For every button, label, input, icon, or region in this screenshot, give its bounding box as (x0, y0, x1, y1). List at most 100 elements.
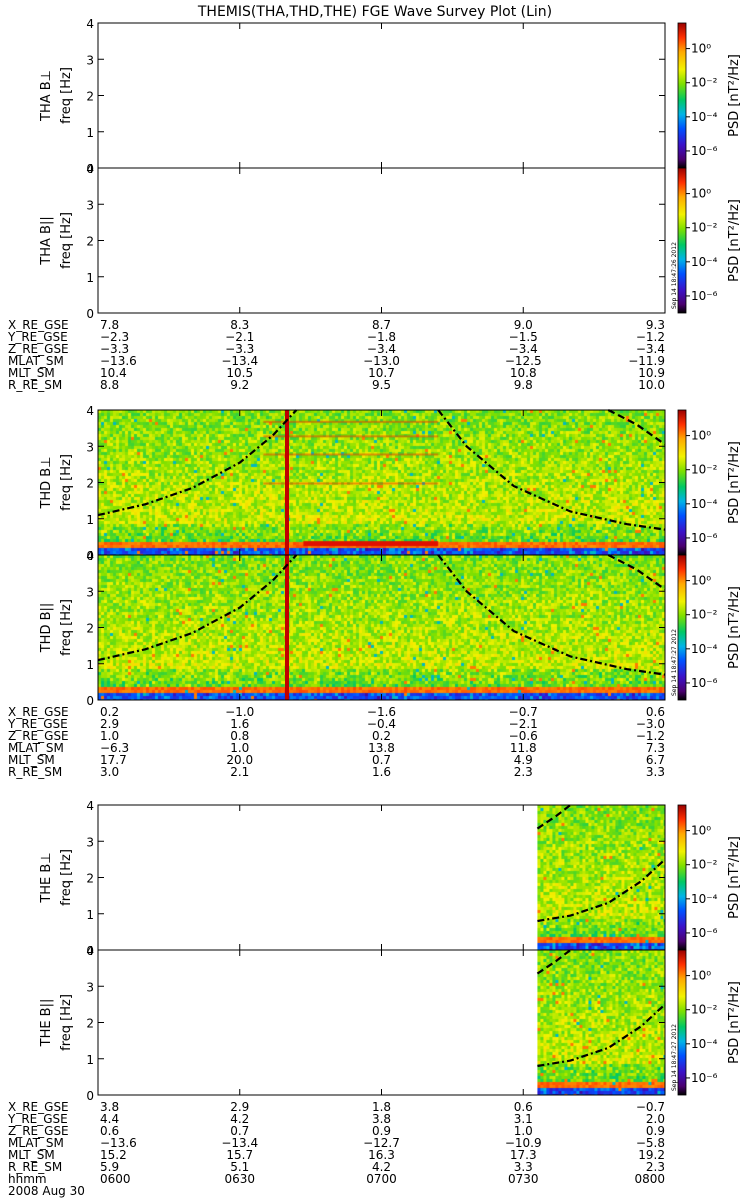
colorbar-tick-label: 10⁰ (691, 187, 711, 201)
panel-thd-par: 0 1 2 3 4 THD B|| freq [Hz] 10⁰ 10⁻² 10⁻⁴ 10⁻⁶ PSD … (39, 549, 742, 708)
ephemeris-name: MLT_SM (8, 366, 55, 380)
colorbar (677, 409, 687, 556)
colorbar-tick-label: 10⁰ (691, 574, 711, 588)
ephemeris-value: 9.5 (372, 378, 391, 392)
freq-tick-label: 3 (86, 198, 94, 212)
colorbar (677, 167, 687, 314)
ephemeris-value: 2.1 (230, 765, 249, 779)
spectrogram-image (98, 555, 665, 700)
ephemeris-value: 0.8 (230, 729, 249, 743)
ephemeris-name: Z_RE_GSE (8, 1124, 69, 1138)
freq-tick-label: 3 (86, 53, 94, 67)
ephemeris-value: 1.8 (372, 1100, 391, 1114)
time-tick-label: 0630 (224, 1172, 255, 1186)
freq-tick-label: 2 (86, 872, 94, 886)
ephemeris-value: −5.8 (636, 1136, 665, 1150)
time-tick-label: 0600 (100, 1172, 131, 1186)
colorbar-tick-label: 10⁰ (691, 429, 711, 443)
ephemeris-value: −1.8 (367, 330, 396, 344)
ephemeris-value: 1.0 (514, 1124, 533, 1138)
ephemeris-value: 4.2 (372, 1160, 391, 1174)
ephemeris-name: MLAT_SM (8, 354, 64, 368)
ephemeris-value: −13.4 (221, 354, 258, 368)
ephemeris-value: −13.6 (100, 354, 137, 368)
ephemeris-value: 11.8 (510, 741, 537, 755)
ephemeris-value: −2.1 (225, 330, 254, 344)
ephemeris-value: 8.7 (372, 318, 391, 332)
time-tick-label: 0730 (508, 1172, 539, 1186)
ephemeris-name: R_RE_SM (8, 378, 62, 392)
ephemeris-value: 15.2 (100, 1148, 127, 1162)
freq-tick-label: 0 (86, 307, 94, 321)
ephemeris-value: −13.6 (100, 1136, 137, 1150)
ephemeris-value: 3.3 (514, 1160, 533, 1174)
ephemeris-value: 0.9 (646, 1124, 665, 1138)
freq-tick-label: 2 (86, 90, 94, 104)
panel-the-par: 0 1 2 3 4 THE B|| freq [Hz] 10⁰ 10⁻² 10⁻⁴ 10⁻⁶ PSD … (39, 944, 742, 1103)
ephemeris-value: 10.4 (100, 366, 127, 380)
colorbar-label: PSD [nT²/Hz] (727, 836, 742, 919)
colorbar-tick-label: 10⁻⁶ (691, 289, 718, 303)
cyclotron-curve (536, 804, 572, 830)
colorbar-tick-label: 10⁻⁴ (691, 497, 718, 511)
spectrogram-image (537, 950, 666, 1095)
panel-label: THA B⊥ (39, 70, 54, 122)
colorbar-tick-label: 10⁻² (691, 76, 718, 90)
ephemeris-value: 2.9 (230, 1100, 249, 1114)
ephemeris-value: 9.3 (646, 318, 665, 332)
generation-stamp: Sep 14 18:47:26 2012 (671, 242, 678, 309)
colorbar-tick-label: 10⁻⁶ (691, 531, 718, 545)
colorbar-tick-label: 10⁻² (691, 463, 718, 477)
colorbar-tick-label: 10⁻⁶ (691, 144, 718, 158)
colorbar (677, 554, 687, 701)
plot-area (98, 23, 665, 168)
panel-the-perp: 0 1 2 3 4 THE B⊥ freq [Hz] 10⁰ 10⁻² 10⁻⁴ 10⁻⁶ PSD [… (39, 799, 742, 958)
ephemeris-value: 15.7 (226, 1148, 253, 1162)
ephemeris-value: 4.4 (100, 1112, 119, 1126)
freq-tick-label: 4 (86, 17, 94, 31)
ephemeris-name: MLAT_SM (8, 741, 64, 755)
colorbar-tick-label: 10⁰ (691, 42, 711, 56)
ephemeris-name: Y_RE_GSE (7, 717, 68, 731)
freq-tick-label: 1 (86, 126, 94, 140)
ephemeris-value: −11.9 (628, 354, 665, 368)
ephemeris-value: −12.5 (505, 354, 542, 368)
probe-tha: 0 1 2 3 4 THA B⊥ freq [Hz] 10⁰ 10⁻² 10⁻⁴ 10⁻⁶ PSD [… (7, 17, 742, 392)
panel-label: THE B⊥ (39, 852, 54, 903)
ephemeris-name: MLT_SM (8, 753, 55, 767)
ephemeris-value: −0.7 (636, 1100, 665, 1114)
ephemeris-value: −3.3 (225, 342, 254, 356)
ephemeris-value: −3.4 (636, 342, 665, 356)
panel-label: THA B|| (39, 216, 54, 265)
time-axis: hhmm 0600 0630 0700 0730 0800 2008 Aug 30 (8, 1172, 665, 1198)
colorbar-tick-label: 10⁻⁴ (691, 1037, 718, 1051)
ephemeris-value: 9.2 (230, 378, 249, 392)
ephemeris-name: X_RE_GSE (8, 705, 69, 719)
ephemeris-value: 0.2 (372, 729, 391, 743)
colorbar-tick-label: 10⁰ (691, 969, 711, 983)
ephemeris-value: 2.3 (646, 1160, 665, 1174)
freq-tick-label: 0 (86, 944, 94, 958)
ephemeris-value: 1.6 (372, 765, 391, 779)
time-tick-label: 0700 (366, 1172, 397, 1186)
freq-tick-label: 1 (86, 908, 94, 922)
ephemeris-value: 2.0 (646, 1112, 665, 1126)
cyclotron-curve (537, 1003, 666, 1068)
ephemeris-name: Y_RE_GSE (7, 1112, 68, 1126)
panel-label: THD B⊥ (39, 456, 54, 509)
cyclotron-curve (536, 949, 572, 975)
ephemeris-value: 3.3 (646, 765, 665, 779)
ephemeris-value: −1.2 (636, 330, 665, 344)
freq-axis-label: freq [Hz] (59, 599, 74, 656)
ephemeris-value: 7.8 (100, 318, 119, 332)
spike-line (285, 555, 289, 700)
time-axis-label: hhmm (8, 1172, 47, 1186)
ephemeris-value: 1.0 (100, 729, 119, 743)
panel-thd-perp: 0 1 2 3 4 THD B⊥ freq [Hz] 10⁰ 10⁻² 10⁻⁴ 10⁻⁶ PSD [… (39, 404, 742, 563)
freq-tick-label: 3 (86, 440, 94, 454)
ephemeris-value: −0.6 (509, 729, 538, 743)
freq-tick-label: 2 (86, 1017, 94, 1031)
colorbar-label: PSD [nT²/Hz] (727, 586, 742, 669)
ephemeris-value: 17.7 (100, 753, 127, 767)
freq-axis-label: freq [Hz] (59, 849, 74, 906)
